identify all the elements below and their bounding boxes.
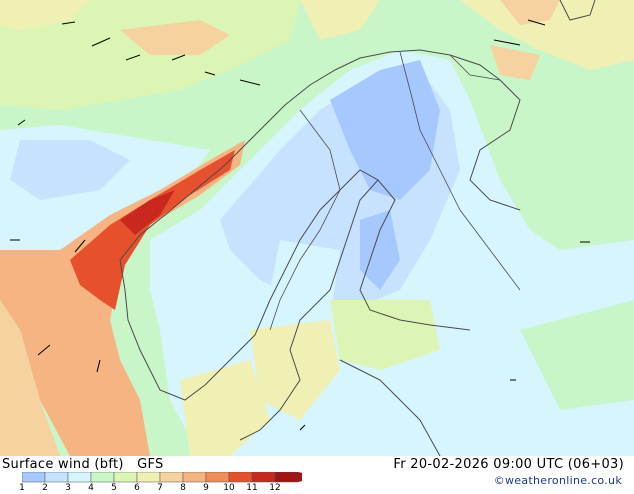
legend-tick-label: 4: [88, 483, 94, 493]
peach-zone-ne: [500, 0, 560, 25]
coastlines: [119, 0, 596, 456]
legend-tick-label: 5: [111, 483, 117, 493]
yellow-zone-top: [300, 0, 380, 40]
wind-map: [0, 0, 634, 456]
legend-ticks: 1 2 3 4 5 6 7 8 9 10 11 12: [19, 472, 302, 494]
baltic-lime: [330, 300, 440, 370]
gale-band: [70, 150, 235, 310]
color-legend: [22, 472, 302, 483]
peach-zone-kola: [490, 45, 540, 80]
yellow-zone-ne: [460, 0, 634, 70]
title-text: Surface wind (bft): [2, 457, 124, 472]
footer-bar: Surface wind (bft) GFS Fr 20-02-2026 09:…: [0, 456, 634, 493]
legend-tick-label: 2: [42, 483, 48, 493]
legend-tick-label: 6: [134, 483, 140, 493]
peach-south-west: [0, 300, 60, 456]
yellow-zone-nw: [0, 0, 90, 30]
legend-tick-label: 7: [157, 483, 163, 493]
storm-core: [120, 190, 175, 235]
legend-tick-label: 12: [269, 483, 281, 493]
legend-swatches: [22, 472, 302, 483]
credit-link[interactable]: ©weatheronline.co.uk: [493, 474, 622, 487]
peach-zone-north: [120, 20, 230, 55]
skagerrak-yellow: [180, 360, 270, 456]
legend-tick-label: 9: [203, 483, 209, 493]
legend-tick-label: 10: [223, 483, 235, 493]
finland-calm: [360, 210, 400, 290]
legend-tick-label: 1: [19, 483, 25, 493]
gulf-of-bothnia: [270, 240, 340, 330]
strong-wind-band: [0, 140, 245, 456]
norwegian-sea-light: [10, 140, 130, 200]
wind-arrows: [10, 19, 590, 431]
legend-tick-label: 11: [246, 483, 258, 493]
legend-tick-label: 8: [180, 483, 186, 493]
legend-tick-label: 3: [65, 483, 71, 493]
map-title: Surface wind (bft) GFS: [2, 457, 164, 472]
lapland-calm: [330, 60, 440, 200]
south-sweden-yellow: [250, 320, 340, 420]
legend-arrow: [298, 472, 302, 482]
model-name: GFS: [137, 457, 164, 472]
country-borders: [269, 51, 521, 331]
east-green: [520, 300, 634, 410]
valid-time: Fr 20-02-2026 09:00 UTC (06+03): [393, 457, 624, 472]
